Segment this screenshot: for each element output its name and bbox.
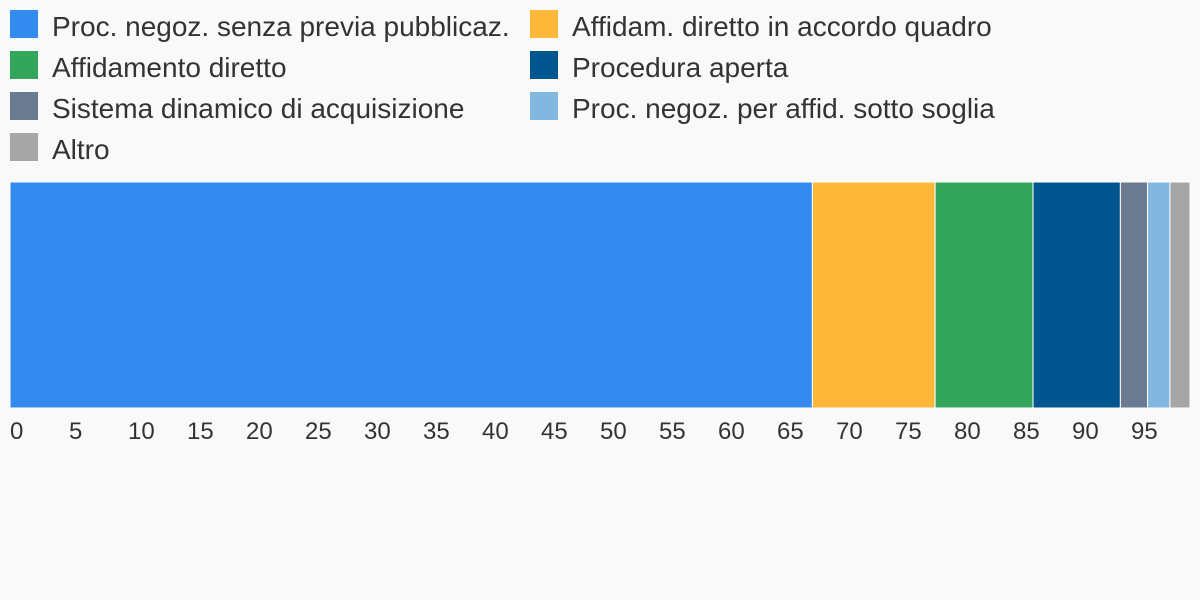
bar-segment [811, 181, 936, 409]
bar-segment [1119, 181, 1149, 409]
bar-segment [1169, 181, 1191, 409]
legend-swatch [10, 51, 38, 79]
legend-item: Sistema dinamico di acquisizione [10, 92, 464, 124]
x-tick-label: 30 [364, 418, 391, 445]
x-tick-label: 70 [836, 418, 863, 445]
x-tick-label: 60 [718, 418, 745, 445]
x-tick-label: 85 [1013, 418, 1040, 445]
x-tick-label: 95 [1131, 418, 1158, 445]
x-tick-label: 15 [187, 418, 214, 445]
bar-segment [1032, 181, 1121, 409]
x-tick-label: 25 [305, 418, 332, 445]
x-axis: 0 5 10 15 20 25 30 35 40 45 50 55 60 65 70 75 80 85 90 95 [10, 418, 1158, 445]
legend-item: Affidam. diretto in accordo quadro [530, 10, 992, 42]
legend-label: Affidam. diretto in accordo quadro [572, 11, 992, 42]
legend-label: Altro [52, 134, 110, 165]
x-tick-label: 40 [482, 418, 509, 445]
legend: Proc. negoz. senza previa pubblicaz. Affi… [10, 10, 995, 165]
x-tick-label: 55 [659, 418, 686, 445]
x-tick-label: 0 [10, 418, 23, 445]
legend-swatch [10, 92, 38, 120]
x-tick-label: 5 [69, 418, 82, 445]
legend-label: Procedura aperta [572, 52, 789, 83]
x-tick-label: 80 [954, 418, 981, 445]
legend-item: Altro [10, 133, 110, 165]
bar-segment [9, 181, 813, 409]
legend-label: Proc. negoz. per affid. sotto soglia [572, 93, 995, 124]
legend-item: Proc. negoz. per affid. sotto soglia [530, 92, 995, 124]
bar-segment [1147, 181, 1171, 409]
x-tick-label: 20 [246, 418, 273, 445]
legend-swatch [10, 133, 38, 161]
legend-label: Sistema dinamico di acquisizione [52, 93, 464, 124]
bar-stack [9, 181, 1191, 409]
legend-swatch [530, 10, 558, 38]
legend-swatch [530, 51, 558, 79]
x-tick-label: 75 [895, 418, 922, 445]
x-tick-label: 90 [1072, 418, 1099, 445]
x-tick-label: 45 [541, 418, 568, 445]
legend-item: Proc. negoz. senza previa pubblicaz. [10, 10, 510, 42]
legend-item: Procedura aperta [530, 51, 789, 83]
x-tick-label: 65 [777, 418, 804, 445]
legend-swatch [530, 92, 558, 120]
legend-label: Affidamento diretto [52, 52, 287, 83]
x-tick-label: 35 [423, 418, 450, 445]
x-tick-label: 10 [128, 418, 155, 445]
legend-swatch [10, 10, 38, 38]
legend-item: Affidamento diretto [10, 51, 287, 83]
x-tick-label: 50 [600, 418, 627, 445]
bar-segment [934, 181, 1034, 409]
legend-label: Proc. negoz. senza previa pubblicaz. [52, 11, 510, 42]
